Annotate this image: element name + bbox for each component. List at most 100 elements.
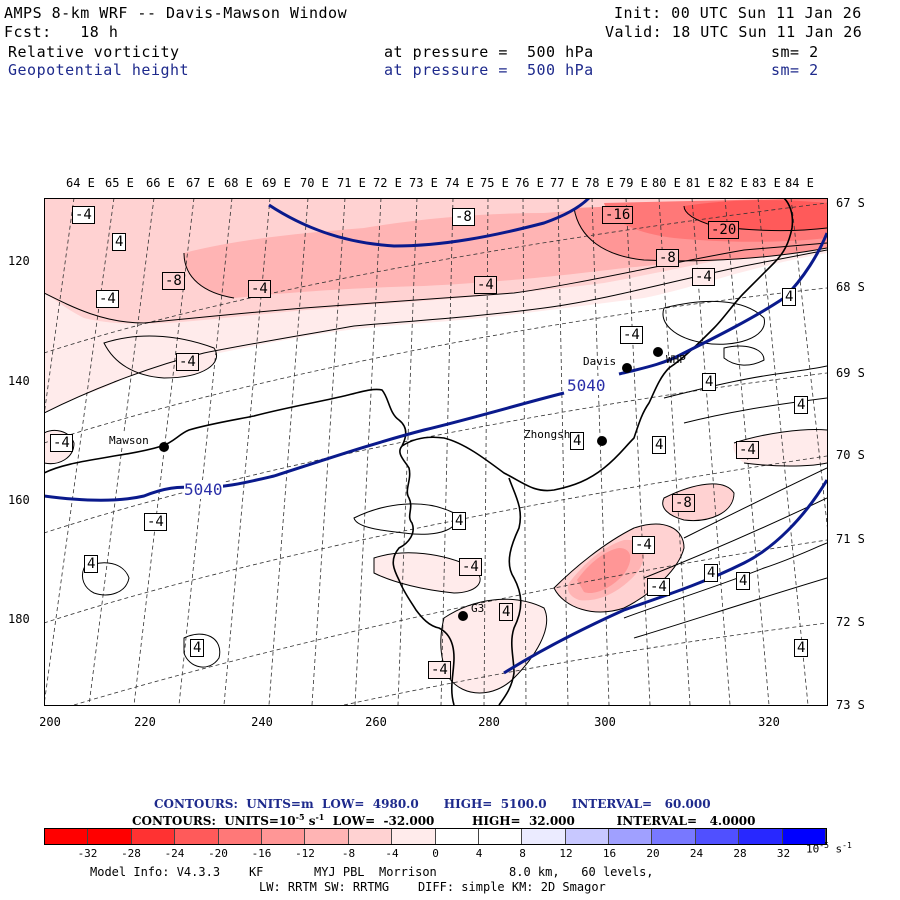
colorbar-segment <box>45 829 89 844</box>
meridian-line <box>557 198 569 705</box>
vorticity-contour <box>183 252 235 299</box>
station-label-g3: G3 <box>471 602 485 615</box>
vorticity-contour-range: LOW= -32.000 HIGH= 32.000 INTERVAL= 4.00… <box>324 814 756 828</box>
colorbar-segment <box>565 829 610 844</box>
lon-label: 74 E <box>445 176 474 190</box>
colorbar <box>44 828 827 845</box>
x-tick-label: 240 <box>251 715 273 729</box>
lon-label: 79 E <box>619 176 648 190</box>
vorticity-label-layer: -4 4 -8 -16 -20 -8 -4 -4 -8 -4 -4 4 -4 4… <box>44 198 827 705</box>
vorticity-label: 4 <box>704 564 719 582</box>
colorbar-units-exp: -5 <box>819 841 829 850</box>
colorbar-units-s: s <box>828 842 843 856</box>
station-marker-zhongshan <box>597 436 607 446</box>
lon-label: 70 E <box>300 176 329 190</box>
colorbar-label: -28 <box>121 847 141 860</box>
meridian-line <box>88 198 155 705</box>
station-label-mawson: Mawson <box>109 434 149 447</box>
meridian-line <box>522 198 527 705</box>
colorbar-segment <box>652 829 696 844</box>
field1-pressure: at pressure = 500 hPa <box>384 43 594 61</box>
parallel-line <box>44 287 827 444</box>
coastline-path <box>44 388 455 705</box>
vorticity-label: -20 <box>708 221 740 239</box>
vorticity-label: 4 <box>112 233 127 251</box>
vorticity-contour <box>662 483 735 522</box>
x-tick-label: 260 <box>365 715 387 729</box>
vorticity-contour-units: CONTOURS: UNITS=10 <box>132 814 296 828</box>
lon-label: 80 E <box>652 176 681 190</box>
vorticity-contour <box>373 552 481 594</box>
meridian-line <box>44 198 75 419</box>
colorbar-segment <box>261 829 306 844</box>
window-title: AMPS 8-km WRF -- Davis-Mawson Window <box>4 4 348 22</box>
colorbar-segment <box>88 829 132 844</box>
colorbar-segment <box>392 829 436 844</box>
height-contour <box>268 198 591 248</box>
station-markers <box>159 347 663 621</box>
vorticity-label: -4 <box>736 441 759 459</box>
colorbar-segment <box>131 829 176 844</box>
colorbar-label: 32 <box>776 847 791 860</box>
y-tick-label: 180 <box>8 612 30 626</box>
vorticity-contour-units-exp: -5 <box>295 812 305 822</box>
vorticity-contour <box>183 633 221 668</box>
field1-name: Relative vorticity <box>8 43 180 61</box>
lat-label: 69 S <box>836 366 865 380</box>
lon-label: 84 E <box>785 176 814 190</box>
colorbar-units-exp2: -1 <box>842 841 852 850</box>
field2-smoothing: sm= 2 <box>771 61 819 79</box>
vorticity-label: -4 <box>459 558 482 576</box>
meridian-line <box>591 198 610 705</box>
colorbar-label: 20 <box>646 847 660 860</box>
station-marker-mawson <box>159 442 169 452</box>
parallel-line <box>44 455 827 624</box>
coastline <box>44 198 794 705</box>
colorbar-segment <box>782 829 827 844</box>
lon-label: 65 E <box>105 176 134 190</box>
vorticity-band <box>440 599 547 693</box>
vorticity-label: -4 <box>50 434 73 452</box>
colorbar-units-base: 10 <box>806 842 820 856</box>
colorbar-segment <box>435 829 479 844</box>
vorticity-label: -8 <box>672 494 695 512</box>
colorbar-label: 12 <box>559 847 573 860</box>
vorticity-contour <box>44 242 827 324</box>
vorticity-contour <box>663 365 827 399</box>
y-tick-label: 160 <box>8 493 30 507</box>
coastline-path <box>498 477 522 705</box>
colorbar-units: 10-5 s-1 <box>806 841 852 856</box>
lon-label: 77 E <box>550 176 579 190</box>
station-label-whp: WHP <box>666 353 686 366</box>
station-marker-whp <box>653 347 663 357</box>
lon-label: 67 E <box>186 176 215 190</box>
vorticity-label: 4 <box>499 603 514 621</box>
model-info-line1: Model Info: V4.3.3 KF MYJ PBL Morrison 8… <box>90 865 654 879</box>
colorbar-label: 24 <box>689 847 704 860</box>
vorticity-label: -8 <box>162 272 185 290</box>
colorbar-segment <box>609 829 653 844</box>
meridian-line <box>268 198 309 705</box>
lat-label: 70 S <box>836 448 865 462</box>
colorbar-label: -8 <box>341 847 356 860</box>
model-info-line2: LW: RRTM SW: RRTMG DIFF: simple KM: 2D S… <box>259 880 606 894</box>
lon-label: 64 E <box>66 176 95 190</box>
vorticity-contour-units-exp2: -1 <box>315 812 325 822</box>
lon-label: 83 E <box>752 176 781 190</box>
colorbar-label: 16 <box>602 847 617 860</box>
vorticity-label: 4 <box>570 432 585 450</box>
station-marker-davis <box>622 363 632 373</box>
vorticity-label: 4 <box>702 373 717 391</box>
vorticity-label: -4 <box>620 326 643 344</box>
lon-label: 72 E <box>373 176 402 190</box>
vorticity-label: 4 <box>452 512 467 530</box>
height-contour <box>503 479 827 675</box>
parallel-line <box>73 539 827 705</box>
colorbar-label: 8 <box>519 847 526 860</box>
lon-label: 73 E <box>409 176 438 190</box>
y-tick-label: 120 <box>8 254 30 268</box>
station-label-zhongshan: Zhongshan <box>524 428 584 441</box>
lat-label: 71 S <box>836 532 865 546</box>
colorbar-segment <box>348 829 393 844</box>
vorticity-contour-info: CONTOURS: UNITS=10-5 s-1 LOW= -32.000 HI… <box>132 812 756 828</box>
